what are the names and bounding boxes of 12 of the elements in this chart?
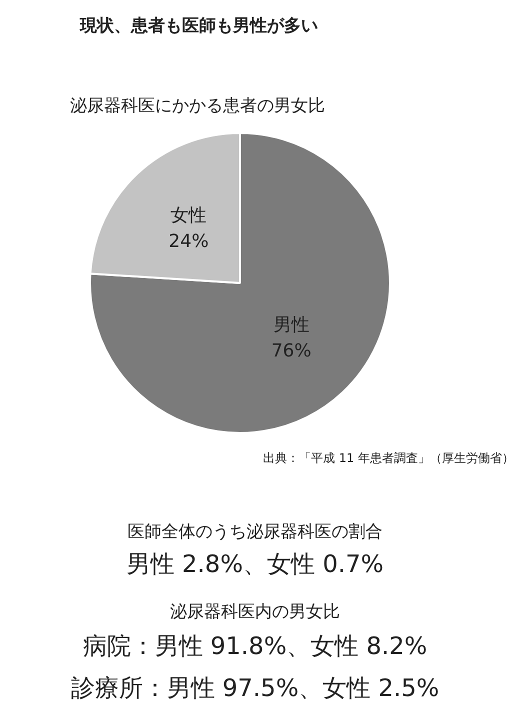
text: 泌尿器科医内の男女比: [170, 601, 340, 623]
text: 医師全体のうち泌尿器科医の割合: [128, 521, 382, 543]
chart-title: 現状、患者も医師も男性が多い: [80, 15, 318, 37]
text: 病院：男性 91.8%、女性 8.2%: [82, 631, 428, 662]
text: 診療所：男性 97.5%、女性 2.5%: [70, 673, 440, 704]
data-label: 76%: [271, 340, 312, 362]
slice-label: 女性: [170, 205, 207, 226]
source-note: 出典：「平成 11 年患者調査」（厚生労働省）: [263, 450, 514, 467]
chart-subtitle: 泌尿器科医にかかる患者の男女比: [70, 95, 325, 117]
data-label: 24%: [168, 231, 209, 252]
text: 男性 2.8%、女性 0.7%: [126, 549, 384, 580]
slice-label: 男性: [273, 314, 310, 336]
